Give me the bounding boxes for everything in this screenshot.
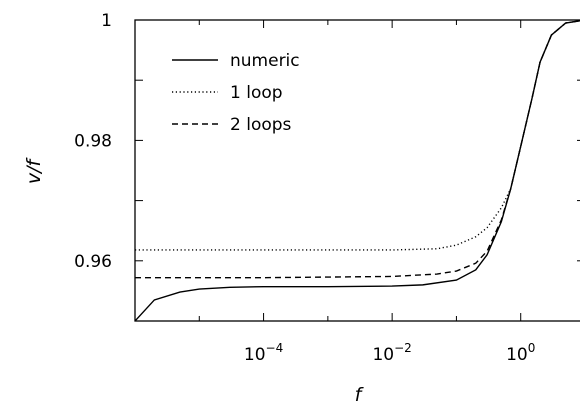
series-line-2-loops [135, 20, 580, 279]
y-axis-label: v/f [23, 157, 45, 185]
plot-frame [134, 19, 580, 322]
tick-layer [134, 19, 580, 322]
label-layer: 10−4 10−2 100 0.96 0.98 1 [74, 11, 535, 365]
legend-label-2-loops: 2 loops [230, 115, 292, 135]
legend-label-1-loop: 1 loop [230, 83, 283, 103]
y-tick-label: 0.96 [74, 252, 112, 272]
legend: numeric 1 loop 2 loops [172, 51, 300, 135]
legend-label-numeric: numeric [230, 51, 300, 71]
x-tick-label: 10−4 [244, 341, 283, 365]
x-tick-label: 100 [506, 341, 535, 365]
x-tick-label: 10−2 [372, 341, 411, 365]
series-line-1-loop [135, 20, 580, 251]
x-axis-label: f [355, 384, 365, 406]
series-line-numeric [135, 20, 580, 321]
series-layer [135, 20, 580, 321]
y-tick-label: 1 [101, 11, 112, 31]
y-tick-label: 0.98 [74, 131, 112, 151]
